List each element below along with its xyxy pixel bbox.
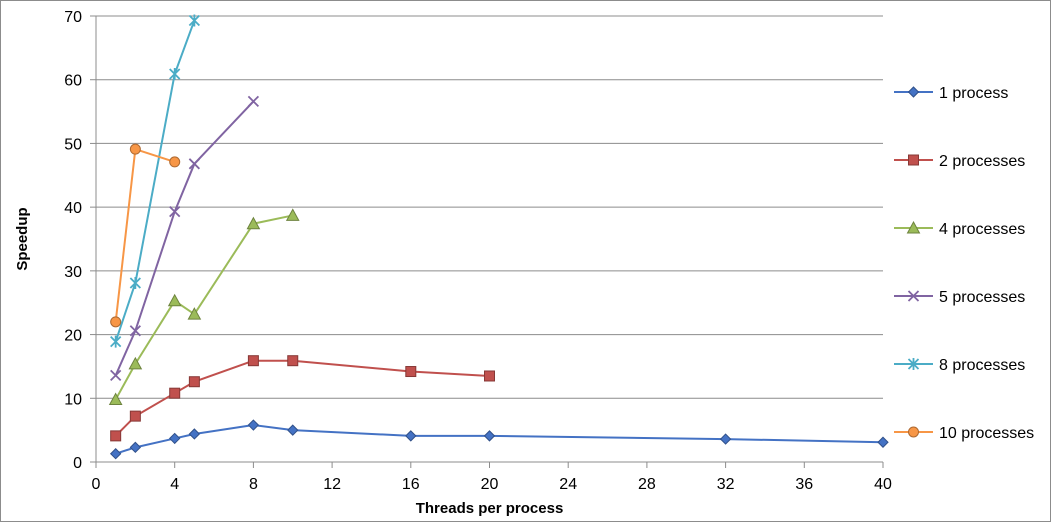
x-tick-label-2: 8 [249, 476, 258, 493]
y-tick-label-4: 40 [64, 200, 82, 217]
x-tick-label-7: 28 [638, 476, 656, 493]
y-tick-label-5: 50 [64, 136, 82, 153]
data-point-4-3 [188, 14, 201, 27]
data-point-1-5 [287, 355, 299, 367]
data-point-0-6 [405, 430, 417, 442]
data-point-3-4 [247, 95, 260, 108]
data-point-2-1 [128, 356, 143, 370]
legend-label-5: 10 processes [939, 425, 1034, 442]
data-point-0-2 [168, 432, 181, 445]
x-tick-label-5: 20 [481, 476, 499, 493]
legend-label-3: 5 processes [939, 289, 1025, 306]
data-point-2-4 [246, 216, 261, 230]
legend-item-5: 10 processes [894, 425, 1034, 442]
y-tick-label-2: 20 [64, 328, 82, 345]
legend-item-3: 5 processes [894, 289, 1025, 306]
data-point-1-6 [405, 366, 417, 378]
data-point-3-3 [188, 158, 201, 170]
y-tick-label-1: 10 [64, 391, 82, 408]
data-point-0-0 [109, 448, 122, 460]
series-layer [108, 14, 889, 460]
y-tick-labels: 0 10 20 30 40 50 60 70 [64, 9, 82, 472]
series-1 [110, 355, 495, 442]
x-tick-labels: 0 4 8 12 16 20 24 28 32 36 40 [92, 476, 892, 493]
data-point-1-0 [110, 430, 122, 442]
y-tick-label-7: 70 [64, 9, 82, 26]
y-tick-label-3: 30 [64, 264, 82, 281]
legend-marker-2 [906, 220, 921, 234]
x-axis-title: Threads per process [416, 500, 564, 517]
series-2 [108, 208, 300, 406]
x-tick-label-9: 36 [795, 476, 813, 493]
legend-marker-1 [908, 154, 919, 166]
data-point-0-9 [877, 436, 889, 448]
data-point-1-2 [169, 387, 181, 399]
y-tick-label-0: 0 [73, 455, 82, 472]
legend: 1 process 2 processes 4 processes 5 process… [894, 85, 1034, 442]
data-point-4-1 [129, 276, 141, 289]
axes [90, 15, 884, 468]
series-3 [110, 95, 260, 381]
data-point-1-3 [188, 376, 200, 388]
legend-label-0: 1 process [939, 85, 1008, 102]
data-point-3-1 [129, 325, 141, 337]
data-point-0-4 [247, 419, 260, 431]
legend-item-1: 2 processes [894, 153, 1025, 170]
data-point-2-3 [187, 307, 202, 320]
data-point-5-2 [169, 156, 181, 168]
data-point-1-4 [247, 355, 259, 367]
legend-item-0: 1 process [894, 85, 1008, 102]
legend-label-2: 4 processes [939, 221, 1025, 238]
y-tick-label-6: 60 [64, 73, 82, 90]
data-point-1-1 [129, 410, 141, 422]
data-point-0-1 [129, 441, 142, 454]
x-tick-label-4: 16 [402, 476, 420, 493]
legend-marker-4 [907, 358, 920, 370]
data-point-0-8 [719, 433, 732, 445]
series-4 [110, 14, 201, 348]
x-tick-label-8: 32 [717, 476, 735, 493]
series-line-0 [115, 424, 884, 455]
data-point-3-0 [110, 369, 122, 381]
data-point-2-5 [285, 208, 300, 221]
x-tick-label-0: 0 [92, 476, 101, 493]
legend-item-2: 4 processes [894, 220, 1025, 238]
legend-marker-5 [908, 426, 919, 438]
y-axis-title: Speedup [14, 207, 31, 270]
legend-marker-0 [907, 86, 920, 98]
legend-marker-3 [907, 290, 920, 302]
data-point-0-7 [483, 430, 496, 442]
data-point-4-2 [169, 67, 181, 80]
legend-label-1: 2 processes [939, 153, 1025, 170]
x-tick-label-3: 12 [323, 476, 341, 493]
data-point-3-2 [169, 205, 181, 218]
series-line-4 [114, 20, 196, 342]
grid-lines [96, 15, 883, 399]
data-point-1-7 [484, 370, 495, 382]
x-tick-label-10: 40 [874, 476, 892, 493]
data-point-0-3 [188, 428, 201, 440]
data-point-0-5 [287, 424, 299, 436]
series-0 [109, 419, 889, 460]
data-point-2-2 [167, 293, 182, 307]
data-point-5-1 [129, 143, 141, 155]
data-point-5-0 [110, 316, 122, 328]
series-5 [110, 143, 181, 328]
data-point-2-0 [108, 392, 123, 406]
data-point-4-0 [110, 335, 122, 348]
x-tick-label-6: 24 [559, 476, 577, 493]
legend-label-4: 8 processes [939, 357, 1025, 374]
legend-item-4: 8 processes [894, 357, 1025, 374]
x-tick-label-1: 4 [170, 476, 179, 493]
series-line-1 [114, 359, 490, 437]
series-line-2 [114, 214, 293, 401]
